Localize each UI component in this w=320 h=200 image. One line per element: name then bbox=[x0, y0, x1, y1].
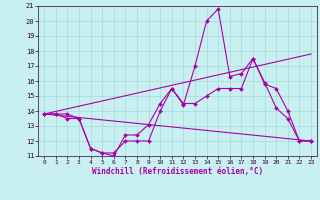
X-axis label: Windchill (Refroidissement éolien,°C): Windchill (Refroidissement éolien,°C) bbox=[92, 167, 263, 176]
